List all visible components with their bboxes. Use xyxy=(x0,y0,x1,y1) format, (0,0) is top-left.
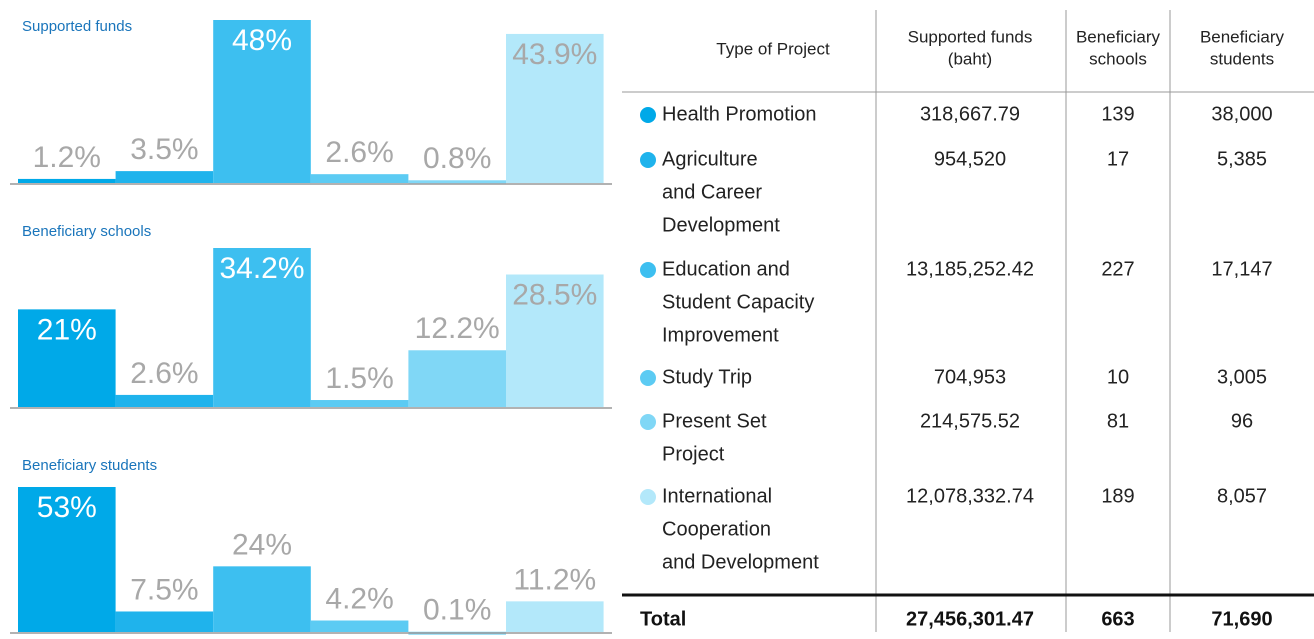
legend-dot xyxy=(640,152,656,168)
bar xyxy=(506,274,604,407)
value-label: 3.5% xyxy=(130,133,198,166)
value-label: 1.5% xyxy=(325,362,393,395)
legend-dot xyxy=(640,107,656,123)
value-label: 0.8% xyxy=(423,142,491,175)
value-label: 2.6% xyxy=(130,357,198,390)
header-cell: students xyxy=(1210,49,1274,68)
chart-title: Beneficiary schools xyxy=(22,223,151,240)
project-type: Development xyxy=(662,214,780,236)
total-cell: 27,456,301.47 xyxy=(906,608,1034,630)
total-cell: 71,690 xyxy=(1211,608,1272,630)
value-label: 0.1% xyxy=(423,594,491,627)
bar xyxy=(18,178,116,183)
bar xyxy=(213,20,311,183)
project-type: Study Trip xyxy=(662,366,752,388)
bar xyxy=(506,33,604,184)
cell: 189 xyxy=(1101,485,1134,507)
cell: 318,667.79 xyxy=(920,103,1020,125)
cell: 3,005 xyxy=(1217,366,1267,388)
bar xyxy=(408,180,506,184)
cell: 954,520 xyxy=(934,148,1006,170)
total-cell: 663 xyxy=(1101,608,1134,630)
project-type: Education and xyxy=(662,258,790,280)
bar xyxy=(18,309,116,407)
total-label: Total xyxy=(640,608,686,630)
project-type: Cooperation xyxy=(662,518,771,540)
bar xyxy=(310,620,409,632)
bar xyxy=(506,601,604,632)
bar xyxy=(115,611,214,632)
legend-dot xyxy=(640,370,656,386)
project-type: Present Set xyxy=(662,410,767,432)
value-label: 21% xyxy=(37,313,97,346)
cell: 12,078,332.74 xyxy=(906,485,1034,507)
cell: 81 xyxy=(1107,410,1129,432)
bar xyxy=(408,350,506,407)
value-label: 34.2% xyxy=(219,252,304,285)
cell: 13,185,252.42 xyxy=(906,258,1034,280)
value-label: 28.5% xyxy=(512,278,597,311)
header-cell: Type of Project xyxy=(716,39,830,58)
project-type: and Development xyxy=(662,551,819,573)
value-label: 48% xyxy=(232,24,292,57)
chart-title: Supported funds xyxy=(22,18,132,35)
cell: 5,385 xyxy=(1217,148,1267,170)
value-label: 7.5% xyxy=(130,573,198,606)
cell: 96 xyxy=(1231,410,1253,432)
bar xyxy=(310,174,409,183)
header-cell: Beneficiary xyxy=(1076,27,1161,46)
project-type: and Career xyxy=(662,181,762,203)
value-label: 4.2% xyxy=(325,582,393,615)
project-type: Agriculture xyxy=(662,148,758,170)
value-label: 53% xyxy=(37,491,97,524)
header-cell: Beneficiary xyxy=(1200,27,1285,46)
project-type: International xyxy=(662,485,772,507)
header-cell: Supported funds xyxy=(908,27,1033,46)
bar xyxy=(310,400,409,407)
project-type: Project xyxy=(662,443,725,465)
bar xyxy=(213,248,311,407)
value-label: 24% xyxy=(232,528,292,561)
bar xyxy=(115,394,214,407)
cell: 227 xyxy=(1101,258,1134,280)
value-label: 1.2% xyxy=(33,141,101,174)
value-label: 43.9% xyxy=(512,38,597,71)
legend-dot xyxy=(640,414,656,430)
value-label: 2.6% xyxy=(325,136,393,169)
cell: 704,953 xyxy=(934,366,1006,388)
legend-dot xyxy=(640,262,656,278)
bar xyxy=(115,171,214,183)
value-label: 12.2% xyxy=(415,312,500,345)
chart-title: Beneficiary students xyxy=(22,457,157,474)
cell: 38,000 xyxy=(1211,103,1272,125)
header-cell: schools xyxy=(1089,49,1147,68)
project-type: Improvement xyxy=(662,324,779,346)
bar xyxy=(213,566,311,632)
cell: 139 xyxy=(1101,103,1134,125)
cell: 8,057 xyxy=(1217,485,1267,507)
project-type: Health Promotion xyxy=(662,103,817,125)
bar xyxy=(18,487,116,632)
legend-dot xyxy=(640,489,656,505)
project-type: Student Capacity xyxy=(662,291,814,313)
cell: 214,575.52 xyxy=(920,410,1020,432)
cell: 17,147 xyxy=(1211,258,1272,280)
cell: 17 xyxy=(1107,148,1129,170)
value-label: 11.2% xyxy=(513,563,596,596)
header-cell: (baht) xyxy=(948,49,992,68)
cell: 10 xyxy=(1107,366,1129,388)
